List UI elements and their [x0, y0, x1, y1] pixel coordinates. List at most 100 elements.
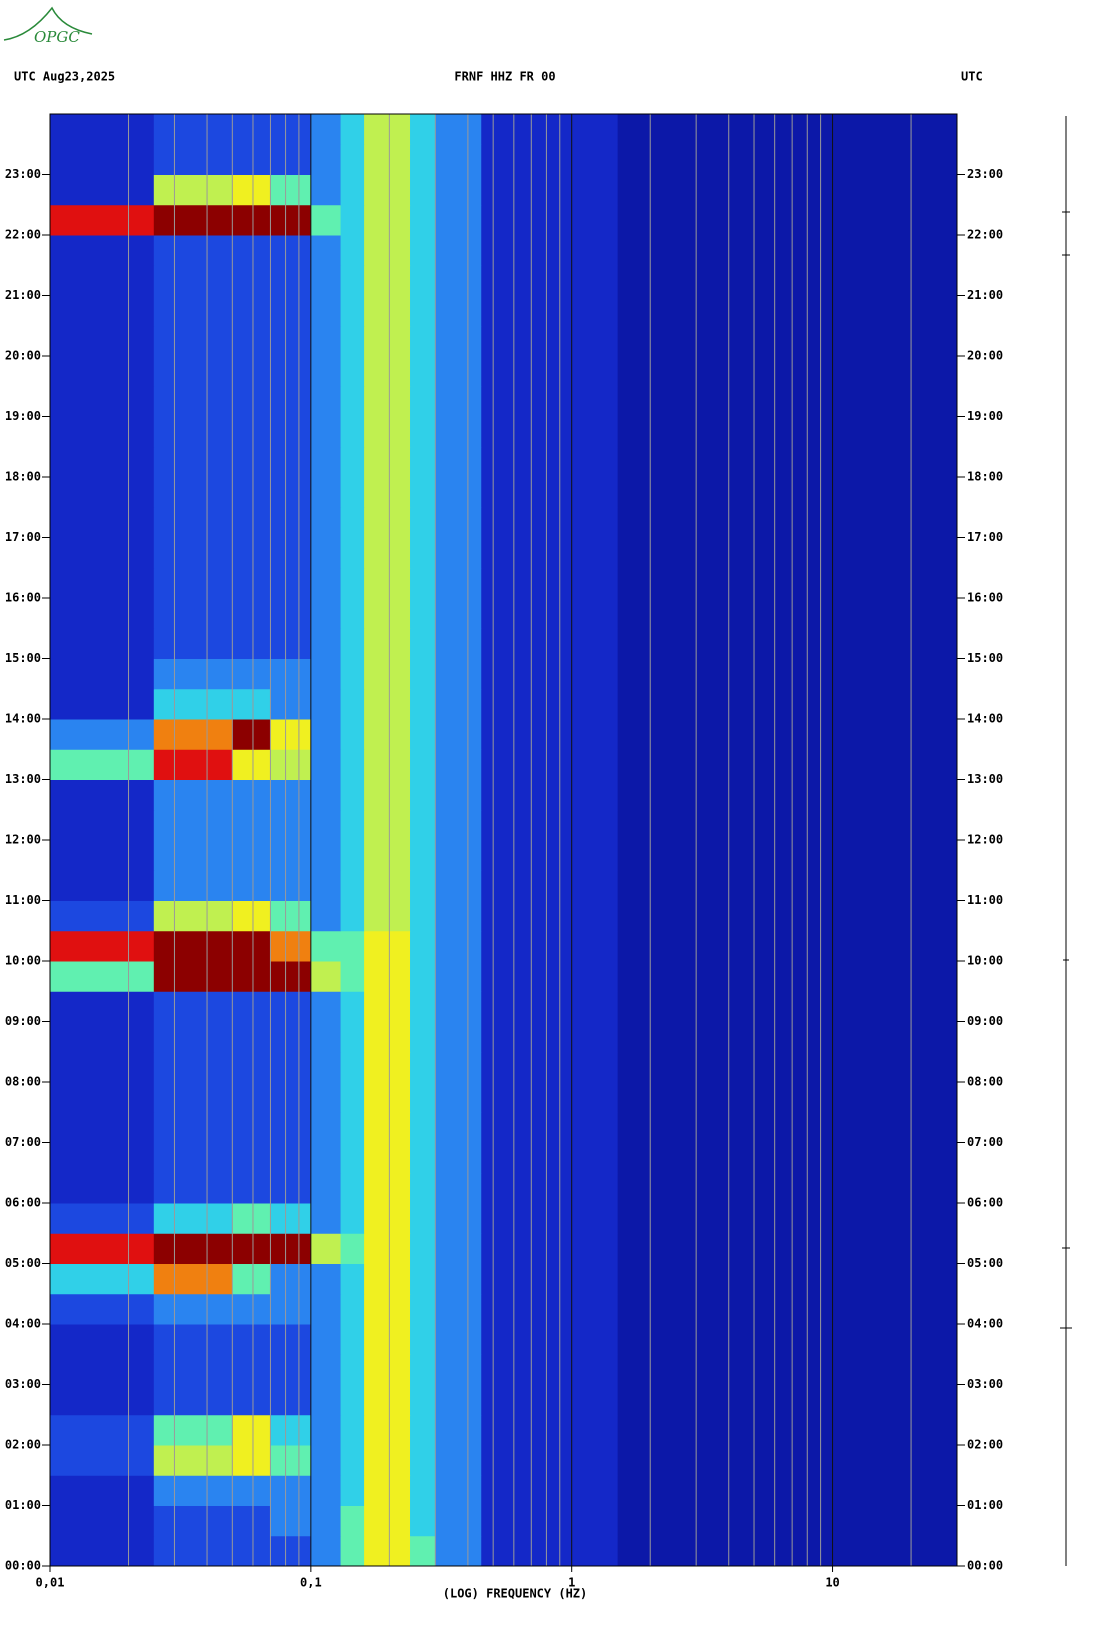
heat-cell — [310, 1324, 342, 1355]
heat-cell — [435, 840, 482, 871]
heat-cell — [232, 477, 271, 508]
heat-cell — [153, 295, 233, 327]
heat-cell — [270, 1263, 312, 1295]
heat-cell — [50, 1233, 155, 1264]
y-tick-label: 04:00 — [5, 1317, 41, 1331]
heat-cell — [50, 1505, 155, 1537]
heat-cell — [50, 507, 155, 538]
heat-cell — [481, 1263, 619, 1295]
y2-tick-label: 09:00 — [967, 1014, 1003, 1028]
heat-cell — [270, 144, 312, 175]
heat-cell — [481, 598, 619, 629]
y-tick-label: 01:00 — [5, 1498, 41, 1512]
heat-cell — [481, 809, 619, 841]
heat-cell — [364, 840, 411, 871]
heat-cell — [153, 658, 233, 690]
heat-cell — [50, 1475, 155, 1506]
heat-cell — [617, 567, 958, 599]
heat-cell — [435, 1172, 482, 1204]
heat-cell — [270, 749, 312, 780]
heat-cell — [340, 1233, 365, 1264]
heat-cell — [50, 991, 155, 1022]
heat-cell — [340, 719, 365, 750]
heat-cell — [481, 930, 619, 962]
heat-cell — [153, 1535, 233, 1567]
heat-cell — [153, 991, 233, 1022]
heat-cell — [232, 991, 271, 1022]
heat-cell — [232, 1475, 271, 1506]
heat-cell — [340, 507, 365, 538]
heat-cell — [481, 1051, 619, 1083]
heat-cell — [270, 628, 312, 659]
heat-cell — [153, 114, 233, 145]
y-tick-label: 19:00 — [5, 409, 41, 423]
heat-cell — [481, 295, 619, 327]
y-tick-label: 00:00 — [5, 1559, 41, 1573]
heat-cell — [364, 1354, 411, 1385]
heat-cell — [310, 749, 342, 780]
heat-cell — [270, 1414, 312, 1446]
header-right: UTC — [961, 70, 983, 84]
heat-cell — [410, 809, 436, 841]
heat-cell — [435, 356, 482, 387]
heat-cell — [435, 1384, 482, 1416]
heat-cell — [310, 1263, 342, 1295]
heat-cell — [153, 1051, 233, 1083]
heat-cell — [481, 144, 619, 175]
y-tick-label: 07:00 — [5, 1135, 41, 1149]
heat-cell — [364, 567, 411, 599]
heat-cell — [310, 356, 342, 387]
heat-cell — [410, 1414, 436, 1446]
y-tick-label: 20:00 — [5, 349, 41, 363]
heat-cell — [310, 961, 342, 992]
heat-cell — [310, 295, 342, 327]
heat-cell — [50, 1414, 155, 1446]
heat-cell — [340, 1112, 365, 1143]
heat-cell — [340, 961, 365, 992]
heatmap — [50, 114, 958, 1567]
heat-cell — [481, 1021, 619, 1053]
heat-cell — [310, 386, 342, 417]
heat-cell — [617, 386, 958, 417]
heat-cell — [153, 1475, 233, 1506]
heat-cell — [340, 235, 365, 266]
heat-cell — [410, 1233, 436, 1264]
heat-cell — [340, 1384, 365, 1416]
heat-cell — [617, 174, 958, 206]
heat-cell — [340, 295, 365, 327]
heat-cell — [340, 537, 365, 569]
heat-cell — [153, 235, 233, 266]
heat-cell — [364, 719, 411, 750]
heat-cell — [435, 870, 482, 901]
y2-tick-label: 15:00 — [967, 651, 1003, 665]
heat-cell — [310, 1142, 342, 1174]
heat-cell — [617, 1233, 958, 1264]
heat-cell — [481, 1475, 619, 1506]
heat-cell — [310, 204, 342, 236]
heat-cell — [410, 991, 436, 1022]
heat-cell — [364, 174, 411, 206]
x-axis-label: (LOG) FREQUENCY (HZ) — [443, 1587, 588, 1601]
heat-cell — [364, 1324, 411, 1355]
y-tick-label: 18:00 — [5, 470, 41, 484]
heat-cell — [232, 719, 271, 750]
heat-cell — [153, 1293, 233, 1325]
heat-cell — [153, 961, 233, 992]
heat-cell — [435, 961, 482, 992]
heat-cell — [617, 295, 958, 327]
heat-cell — [364, 1535, 411, 1567]
heat-cell — [364, 265, 411, 296]
heat-cell — [153, 1203, 233, 1234]
heat-cell — [310, 719, 342, 750]
heat-cell — [410, 1505, 436, 1537]
heat-cell — [270, 1172, 312, 1204]
heat-cell — [310, 1021, 342, 1053]
heat-cell — [50, 628, 155, 659]
heat-cell — [435, 749, 482, 780]
heat-cell — [481, 628, 619, 659]
heat-cell — [153, 688, 233, 720]
heat-cell — [232, 840, 271, 871]
heat-cell — [270, 809, 312, 841]
heat-cell — [153, 1263, 233, 1295]
heat-cell — [410, 840, 436, 871]
